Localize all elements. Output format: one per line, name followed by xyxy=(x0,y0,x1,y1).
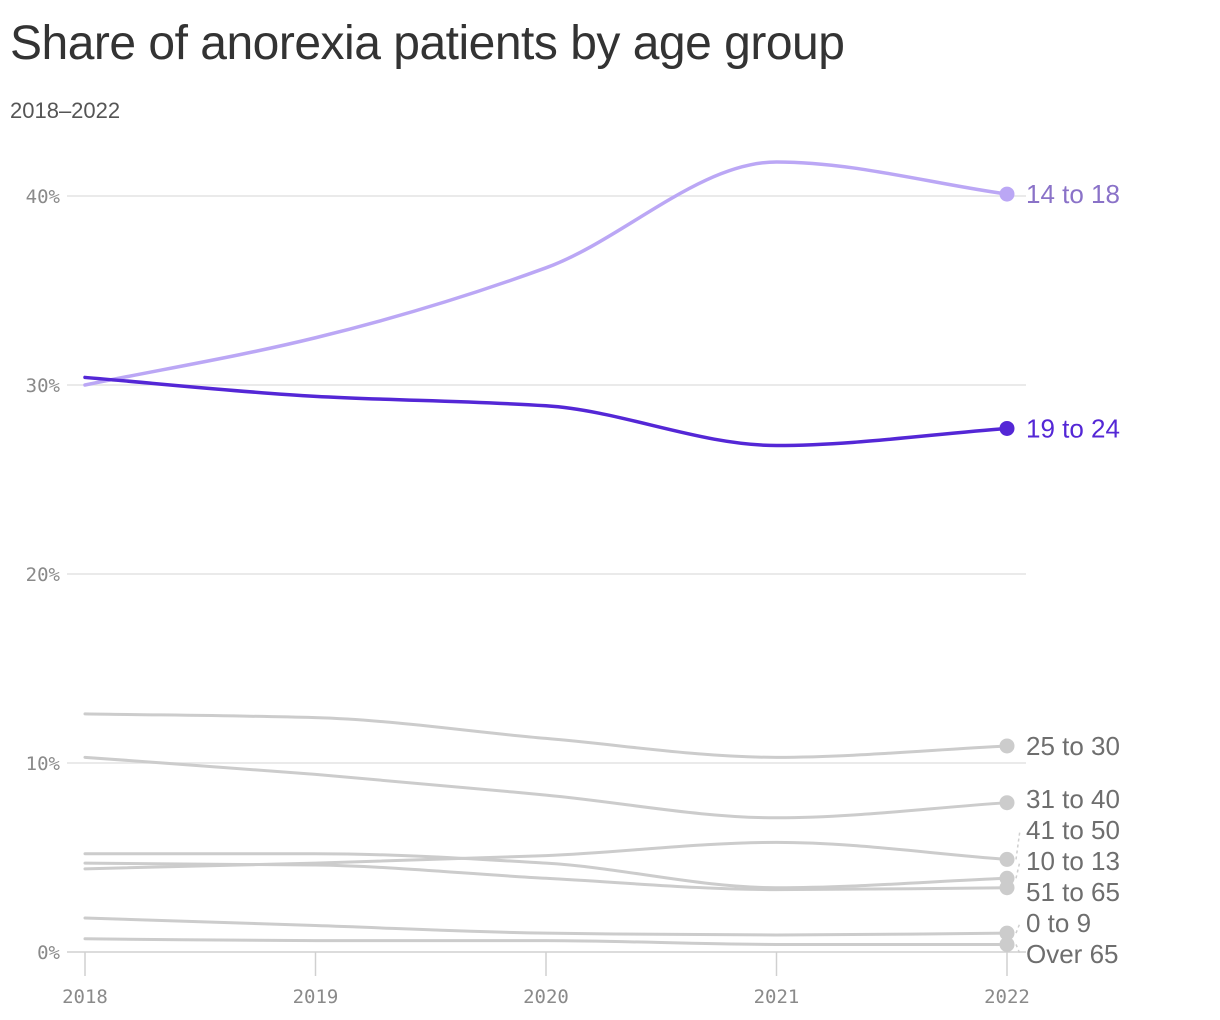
series-line-19-to-24 xyxy=(83,375,1009,448)
series-line-over-65 xyxy=(83,937,1009,946)
endpoint-31-to-40 xyxy=(999,795,1015,811)
y-tick-label: 0% xyxy=(37,942,60,964)
endpoint-25-to-30 xyxy=(999,738,1015,754)
leader-line-over-65 xyxy=(1015,944,1021,955)
series-line-10-to-13 xyxy=(83,852,1009,890)
endpoint-41-to-50 xyxy=(999,851,1015,867)
series-line-14-to-18 xyxy=(83,160,1009,387)
series-endpoints xyxy=(999,186,1015,952)
y-tick-label: 40% xyxy=(26,186,61,208)
x-axis: 2018 2019 2020 2021 2022 xyxy=(62,952,1030,1008)
x-tick-label: 2020 xyxy=(523,986,569,1008)
series-label-25-to-30: 25 to 30 xyxy=(1026,731,1120,761)
label-leader-lines xyxy=(1015,829,1021,955)
leader-line-41-to-50 xyxy=(1015,829,1021,860)
series-lines xyxy=(83,160,1009,946)
chart-subtitle: 2018–2022 xyxy=(10,98,121,123)
endpoint-14-to-18 xyxy=(999,186,1015,202)
series-line-25-to-30 xyxy=(83,712,1009,759)
y-tick-label: 10% xyxy=(26,753,61,775)
x-tick-label: 2018 xyxy=(62,986,108,1008)
gridlines xyxy=(67,195,1026,953)
series-line-31-to-40 xyxy=(83,755,1009,820)
series-label-14-to-18: 14 to 18 xyxy=(1026,179,1120,209)
x-tick-label: 2022 xyxy=(984,986,1030,1008)
series-label-19-to-24: 19 to 24 xyxy=(1026,413,1120,443)
leader-line-0-to-9 xyxy=(1015,922,1021,934)
series-line-0-to-9 xyxy=(83,916,1009,937)
chart-title: Share of anorexia patients by age group xyxy=(10,17,845,70)
y-tick-label: 30% xyxy=(26,375,61,397)
endpoint-over-65 xyxy=(999,936,1015,952)
leader-line-10-to-13 xyxy=(1015,860,1021,879)
series-label-51-to-65: 51 to 65 xyxy=(1026,877,1120,907)
endpoint-19-to-24 xyxy=(999,420,1015,436)
x-tick-label: 2021 xyxy=(754,986,800,1008)
endpoint-51-to-65 xyxy=(999,880,1015,896)
y-tick-label: 20% xyxy=(26,564,61,586)
series-label-0-to-9: 0 to 9 xyxy=(1026,908,1091,938)
y-axis: 0% 10% 20% 30% 40% xyxy=(26,186,61,964)
series-label-over-65: Over 65 xyxy=(1026,939,1119,969)
series-label-41-to-50: 41 to 50 xyxy=(1026,815,1120,845)
series-line-51-to-65 xyxy=(83,861,1009,892)
series-label-10-to-13: 10 to 13 xyxy=(1026,846,1120,876)
endpoint-0-to-9 xyxy=(999,925,1015,941)
series-label-31-to-40: 31 to 40 xyxy=(1026,784,1120,814)
x-tick-label: 2019 xyxy=(293,986,339,1008)
